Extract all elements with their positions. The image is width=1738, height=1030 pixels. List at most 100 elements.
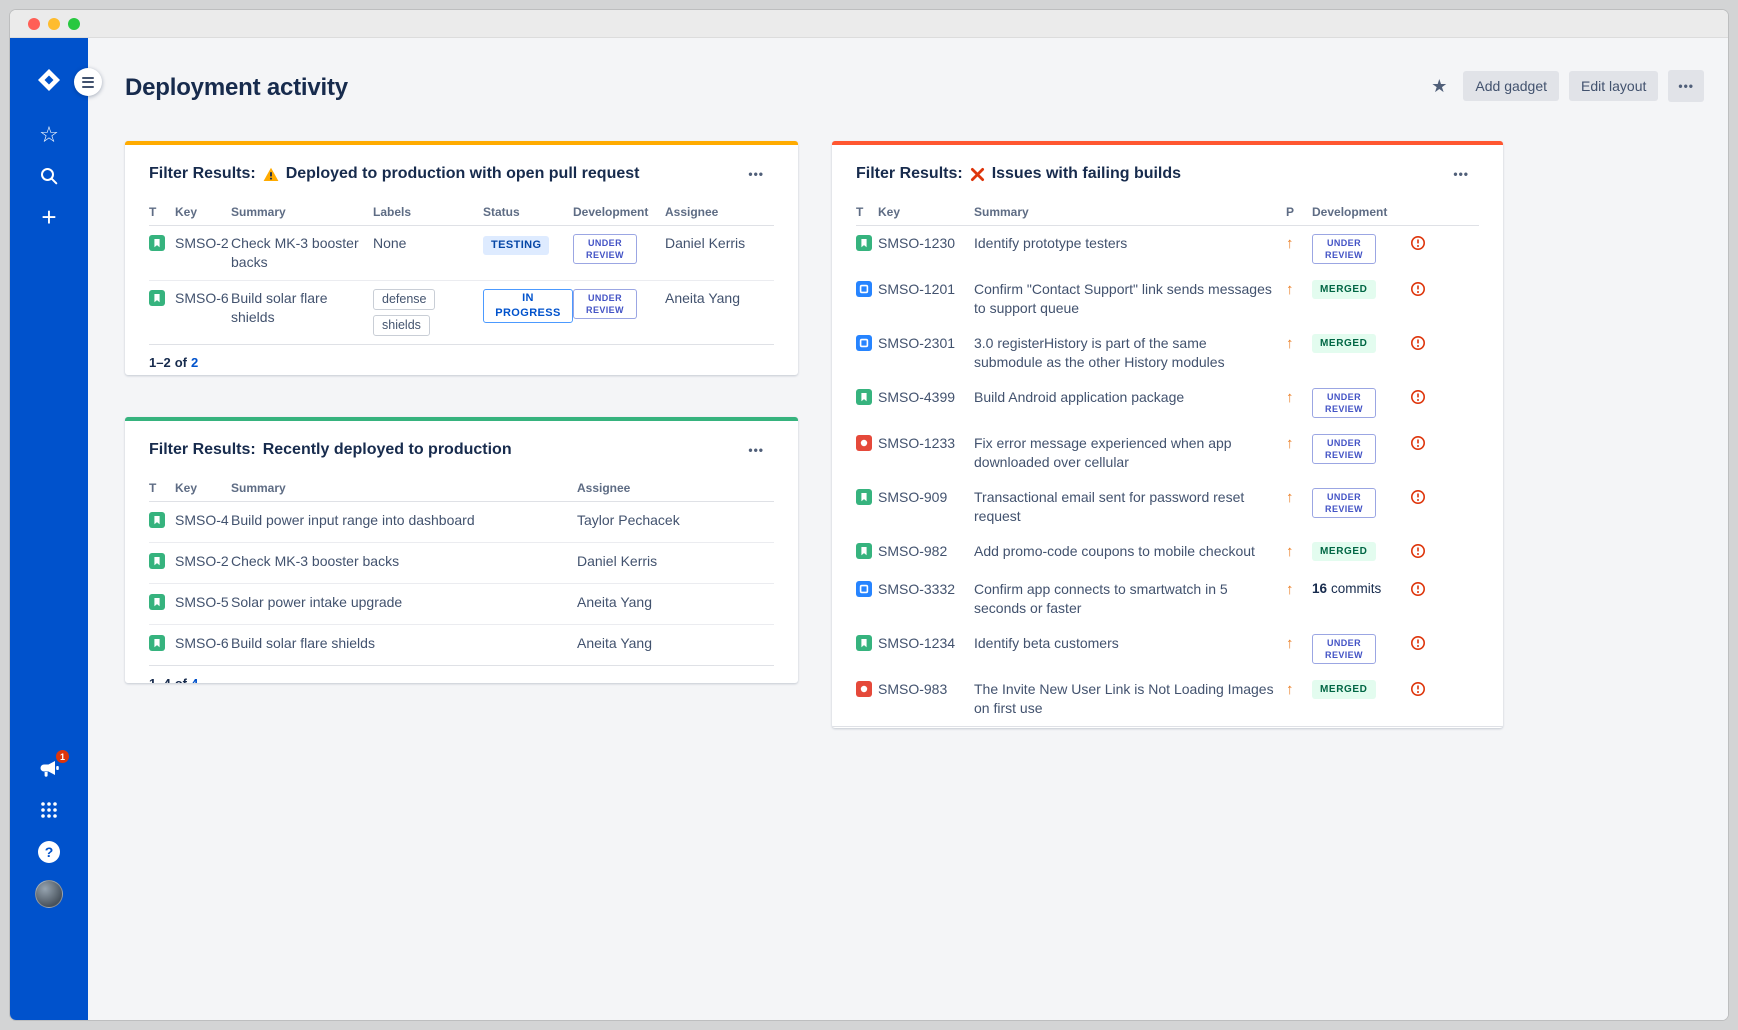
issue-summary[interactable]: Fix error message experienced when app d…: [974, 435, 1232, 470]
notifications-megaphone-icon[interactable]: 1: [35, 748, 71, 782]
issue-summary[interactable]: Confirm app connects to smartwatch in 5 …: [974, 581, 1228, 616]
issue-summary[interactable]: Build power input range into dashboard: [231, 512, 475, 528]
issue-summary[interactable]: Check MK-3 booster backs: [231, 553, 400, 569]
issue-summary[interactable]: Identify beta customers: [974, 635, 1119, 651]
create-issue-button[interactable]: +: [35, 203, 63, 231]
dev-status-badge[interactable]: UNDER REVIEW: [1312, 634, 1376, 664]
build-failed-icon[interactable]: [1410, 235, 1426, 251]
zoom-window-button[interactable]: [68, 17, 80, 30]
gadget-menu-button[interactable]: •••: [1443, 158, 1479, 190]
issue-key[interactable]: SMSO-982: [878, 543, 948, 559]
priority-up-icon: ↑: [1286, 281, 1294, 298]
build-failed-icon[interactable]: [1410, 543, 1426, 559]
issue-key[interactable]: SMSO-2: [175, 235, 229, 251]
dev-status-badge[interactable]: UNDER REVIEW: [573, 234, 637, 264]
build-failed-icon[interactable]: [1410, 681, 1426, 697]
issue-key[interactable]: SMSO-1201: [878, 281, 956, 297]
sidebar-collapse-button[interactable]: [74, 68, 102, 96]
build-failed-icon[interactable]: [1410, 635, 1426, 651]
issue-summary[interactable]: Solar power intake upgrade: [231, 594, 403, 610]
issue-summary[interactable]: Build Android application package: [974, 389, 1185, 405]
gadget-title[interactable]: Recently deployed to production: [262, 441, 512, 458]
app-switcher-grid-icon[interactable]: [35, 796, 63, 824]
issue-row[interactable]: SMSO-2301 3.0 registerHistory is part of…: [856, 326, 1479, 380]
issue-row[interactable]: SMSO-1201 Confirm "Contact Support" link…: [856, 272, 1479, 326]
issue-summary[interactable]: Check MK-3 booster backs: [231, 235, 359, 270]
gadget-menu-button[interactable]: •••: [738, 434, 774, 466]
dev-status-badge[interactable]: MERGED: [1312, 542, 1376, 561]
dev-status-badge[interactable]: UNDER REVIEW: [1312, 388, 1376, 418]
gadget-title[interactable]: Deployed to production with open pull re…: [285, 165, 640, 182]
dev-status-badge[interactable]: MERGED: [1312, 334, 1376, 353]
dev-status-badge[interactable]: UNDER REVIEW: [1312, 234, 1376, 264]
build-failed-icon[interactable]: [1410, 335, 1426, 351]
issue-row[interactable]: SMSO-1230 Identify prototype testers ↑ U…: [856, 226, 1479, 272]
issue-row[interactable]: SMSO-909 Transactional email sent for pa…: [856, 480, 1479, 534]
pagination-total-link[interactable]: 2: [190, 355, 199, 370]
issue-row[interactable]: SMSO-2 Check MK-3 booster backs None TES…: [149, 226, 774, 281]
issue-row[interactable]: SMSO-4399 Build Android application pack…: [856, 380, 1479, 426]
minimize-window-button[interactable]: [48, 17, 60, 30]
issue-key[interactable]: SMSO-1234: [878, 635, 956, 651]
issue-key[interactable]: SMSO-5: [175, 594, 229, 610]
issue-summary[interactable]: Build solar flare shields: [231, 635, 375, 651]
user-avatar[interactable]: [35, 880, 63, 908]
issue-key[interactable]: SMSO-1233: [878, 435, 956, 451]
commits-link[interactable]: 16 commits: [1312, 581, 1382, 596]
dashboard-main: Deployment activity ★ Add gadget Edit la…: [88, 38, 1728, 1020]
issue-key[interactable]: SMSO-4: [175, 512, 229, 528]
issue-row[interactable]: SMSO-3332 Confirm app connects to smartw…: [856, 572, 1479, 626]
issue-key[interactable]: SMSO-909: [878, 489, 948, 505]
gadget-title[interactable]: Issues with failing builds: [991, 165, 1182, 182]
issue-summary[interactable]: The Invite New User Link is Not Loading …: [974, 681, 1274, 716]
dev-status-badge[interactable]: MERGED: [1312, 280, 1376, 299]
dev-status-badge[interactable]: UNDER REVIEW: [573, 289, 637, 319]
build-failed-icon[interactable]: [1410, 389, 1426, 405]
edit-layout-button[interactable]: Edit layout: [1569, 71, 1659, 101]
dev-status-badge[interactable]: MERGED: [1312, 680, 1376, 699]
build-failed-icon[interactable]: [1410, 489, 1426, 505]
favorite-star-button[interactable]: ★: [1425, 75, 1453, 97]
build-failed-icon[interactable]: [1410, 581, 1426, 597]
issue-row[interactable]: SMSO-6 Build solar flare shields Aneita …: [149, 625, 774, 666]
issue-summary[interactable]: Transactional email sent for password re…: [974, 489, 1245, 524]
issue-table: T Key Summary Labels Status Development …: [125, 198, 798, 345]
issue-summary[interactable]: Confirm "Contact Support" link sends mes…: [974, 281, 1272, 316]
dashboard-more-button[interactable]: •••: [1668, 70, 1704, 102]
issue-row[interactable]: SMSO-1233 Fix error message experienced …: [856, 426, 1479, 480]
issue-key[interactable]: SMSO-2: [175, 553, 229, 569]
issue-key[interactable]: SMSO-983: [878, 681, 948, 697]
task-icon: [856, 281, 872, 297]
issue-key[interactable]: SMSO-3332: [878, 581, 956, 597]
issue-row[interactable]: SMSO-4 Build power input range into dash…: [149, 502, 774, 543]
issue-row[interactable]: SMSO-982 Add promo-code coupons to mobil…: [856, 534, 1479, 572]
pagination-total-link[interactable]: 4: [191, 676, 198, 683]
jira-logo[interactable]: [35, 66, 63, 94]
issue-summary[interactable]: Build solar flare shields: [231, 290, 328, 325]
issue-key[interactable]: SMSO-2301: [878, 335, 956, 351]
issue-summary[interactable]: Identify prototype testers: [974, 235, 1128, 251]
gadget-menu-button[interactable]: •••: [738, 158, 774, 190]
close-window-button[interactable]: [28, 17, 40, 30]
build-failed-icon[interactable]: [1410, 435, 1426, 451]
build-failed-icon[interactable]: [1410, 281, 1426, 297]
dev-status-badge[interactable]: UNDER REVIEW: [1312, 434, 1376, 464]
issue-row[interactable]: SMSO-6 Build solar flare shields defense…: [149, 281, 774, 345]
issue-key[interactable]: SMSO-4399: [878, 389, 956, 405]
bug-icon: [856, 435, 872, 451]
issue-row[interactable]: SMSO-1234 Identify beta customers ↑ UNDE…: [856, 626, 1479, 672]
add-gadget-button[interactable]: Add gadget: [1463, 71, 1560, 101]
search-icon[interactable]: [35, 162, 63, 190]
issue-row[interactable]: SMSO-983 The Invite New User Link is Not…: [856, 672, 1479, 726]
issue-key[interactable]: SMSO-1230: [878, 235, 956, 251]
issue-summary[interactable]: 3.0 registerHistory is part of the same …: [974, 335, 1225, 370]
issue-key[interactable]: SMSO-6: [175, 290, 229, 306]
dev-status-badge[interactable]: UNDER REVIEW: [1312, 488, 1376, 518]
issue-summary[interactable]: Add promo-code coupons to mobile checkou…: [974, 543, 1255, 559]
issue-key[interactable]: SMSO-6: [175, 635, 229, 651]
starred-nav-icon[interactable]: ☆: [35, 121, 63, 149]
issue-row[interactable]: SMSO-2 Check MK-3 booster backs Daniel K…: [149, 543, 774, 584]
help-icon[interactable]: ?: [35, 838, 63, 866]
issue-row[interactable]: SMSO-5 Solar power intake upgrade Aneita…: [149, 584, 774, 625]
col-header-key: Key: [878, 205, 901, 219]
